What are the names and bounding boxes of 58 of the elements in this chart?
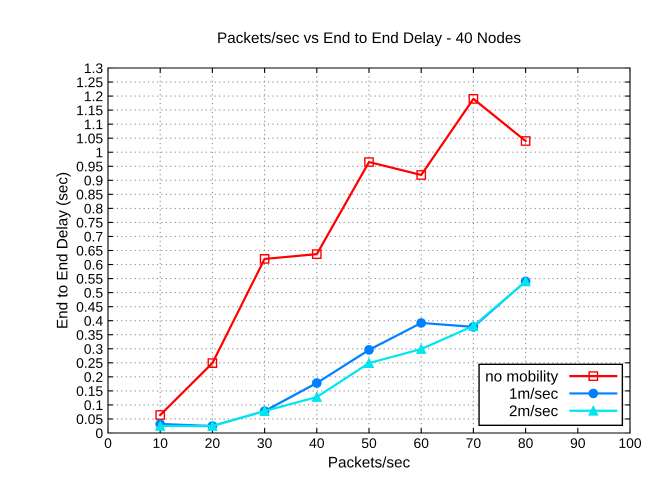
y-axis-title: End to End Delay (sec) — [56, 172, 71, 328]
point — [312, 392, 322, 402]
y-tick-label: 0.7 — [84, 232, 102, 242]
chart-title: Packets/sec vs End to End Delay - 40 Nodes — [218, 32, 520, 46]
point — [364, 157, 374, 167]
y-tick-label: 0.3 — [84, 344, 103, 354]
x-tick-label: 100 — [619, 438, 642, 448]
x-tick-label: 0 — [104, 438, 112, 448]
point — [312, 378, 322, 388]
y-tick-label: 1 — [96, 148, 102, 158]
point — [416, 318, 426, 328]
x-tick-label: 50 — [362, 438, 376, 448]
point — [520, 136, 530, 146]
x-tick-label: 90 — [570, 438, 585, 448]
point — [260, 254, 270, 264]
x-tick-label: 20 — [205, 438, 220, 448]
x-tick-label: 80 — [518, 438, 533, 448]
y-tick-label: 0.25 — [76, 358, 103, 368]
x-tick-label: 60 — [414, 438, 428, 448]
x-tick-label: 70 — [466, 438, 481, 448]
point — [208, 358, 218, 368]
y-tick-label: 0.6 — [84, 260, 103, 270]
y-tick-label: 0.05 — [76, 414, 103, 424]
y-tick-label: 0.8 — [84, 204, 103, 214]
point — [155, 410, 166, 420]
point — [312, 249, 322, 260]
point — [416, 170, 426, 180]
y-tick-label: 0.5 — [84, 288, 103, 298]
x-axis-title: Packets/sec — [329, 456, 410, 468]
legend-label: 2m/sec — [510, 405, 558, 416]
legend-label: no mobility — [486, 370, 558, 385]
y-tick-label: 0.35 — [76, 330, 103, 340]
y-tick-label: 1.1 — [84, 120, 102, 130]
y-tick-label: 1.3 — [84, 63, 103, 74]
point — [364, 358, 374, 368]
y-tick-label: 0.45 — [76, 302, 103, 312]
y-tick-label: 0.85 — [76, 190, 103, 200]
point — [468, 94, 478, 104]
y-tick-label: 0.55 — [76, 274, 103, 284]
y-tick-label: 0 — [96, 428, 103, 438]
y-tick-label: 0.1 — [84, 400, 102, 410]
x-tick-label: 30 — [257, 438, 272, 448]
point — [416, 344, 426, 354]
y-tick-label: 0.9 — [84, 176, 102, 186]
y-tick-label: 0.65 — [76, 246, 103, 256]
legend-label: 1m/sec — [510, 388, 558, 399]
y-tick-label: 1.25 — [77, 77, 103, 88]
y-tick-label: 0.95 — [76, 162, 103, 172]
y-tick-label: 0.2 — [84, 372, 102, 382]
y-tick-label: 1.15 — [77, 106, 103, 116]
y-tick-label: 0.75 — [76, 218, 103, 228]
y-tick-label: 0.4 — [84, 316, 103, 326]
x-tick-label: 10 — [154, 438, 168, 448]
point — [364, 345, 374, 355]
y-tick-label: 1.2 — [84, 91, 102, 102]
y-tick-label: 0.15 — [76, 386, 103, 396]
x-tick-label: 40 — [309, 438, 324, 448]
y-tick-label: 1.05 — [77, 134, 103, 144]
